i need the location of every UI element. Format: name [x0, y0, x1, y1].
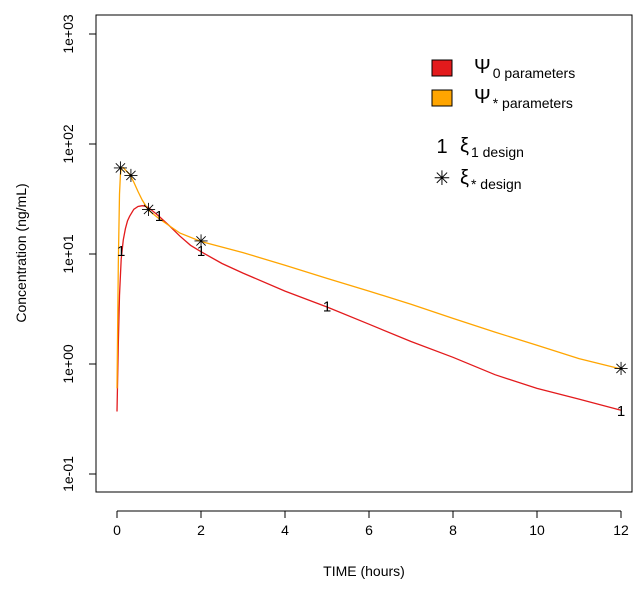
y-tick-label: 1e-01	[60, 456, 76, 492]
y-tick-label: 1e+02	[60, 124, 76, 164]
plot-frame	[95, 14, 633, 493]
design-marker-1: ✳	[613, 359, 628, 379]
legend-label-1: Ψ * parameters	[474, 86, 573, 111]
design-marker-0: 1	[155, 208, 163, 225]
x-tick-label: 0	[113, 522, 121, 538]
design-marker-0: 1	[617, 403, 625, 420]
legend-marker-0: 1	[436, 136, 447, 158]
legend-design-label-1: ξ * design	[460, 167, 522, 192]
series-layer	[116, 166, 622, 412]
y-axis: 1e-01 1e+00 1e+01 1e+02 1e+03	[60, 14, 97, 492]
x-tick-label: 8	[449, 522, 457, 538]
design-marker-1: ✳	[123, 166, 138, 186]
design-marker-0: 1	[117, 243, 125, 260]
y-tick-label: 1e+01	[60, 234, 76, 274]
y-axis-label: Concentration (ng/mL)	[13, 183, 29, 322]
x-tick-label: 2	[197, 522, 205, 538]
y-tick-label: 1e+03	[60, 14, 76, 54]
design-marker-0: 1	[197, 243, 205, 260]
legend-swatch-0	[431, 59, 453, 77]
y-tick-label: 1e+00	[60, 344, 76, 384]
design-marker-1: ✳	[193, 231, 208, 251]
legend-swatch-1	[431, 89, 453, 107]
x-tick-label: 12	[613, 522, 629, 538]
legend-marker-1: ✳	[434, 168, 451, 190]
series-line-1	[116, 166, 622, 389]
x-tick-label: 10	[529, 522, 545, 538]
x-tick-label: 4	[281, 522, 289, 538]
x-tick-label: 6	[365, 522, 373, 538]
design-marker-1: ✳	[141, 200, 156, 220]
design-marker-1: ✳	[113, 158, 128, 178]
design-marker-0: 1	[323, 298, 331, 315]
x-axis: 0 2 4 6 8 10 12	[113, 510, 629, 538]
x-axis-label: TIME (hours)	[323, 563, 405, 579]
